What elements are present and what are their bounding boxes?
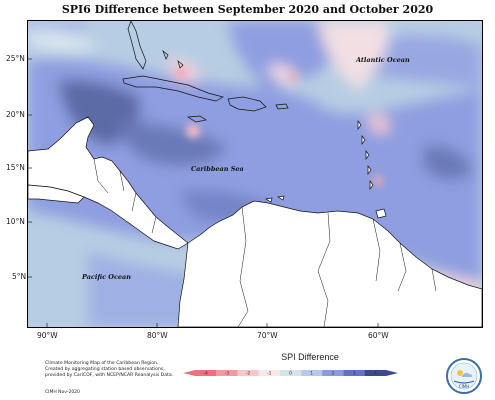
- legend-tick-label: -2: [246, 371, 251, 377]
- legend-title: SPI Difference: [281, 352, 339, 362]
- legend-arrow-left: [183, 370, 195, 376]
- caribbean-sea-label: Caribbean Sea: [191, 165, 244, 173]
- legend-tick-label: 4: [374, 371, 377, 377]
- legend-tick-label: -4: [203, 371, 208, 377]
- legend-swatch: [279, 370, 302, 376]
- color-legend: -4 -3 -2 -1 0 1 2 3 4: [183, 370, 398, 377]
- legend-swatch: [364, 370, 387, 376]
- map-title: SPI6 Difference between September 2020 a…: [61, 3, 434, 16]
- coastlines: [122, 21, 289, 123]
- legend-swatch: [195, 370, 217, 376]
- legend-swatch: [343, 370, 366, 376]
- graticule-ticks: [28, 58, 379, 327]
- map-panel[interactable]: Atlantic Ocean Caribbean Sea Pacific Oce…: [27, 20, 483, 328]
- legend-arrow-right: [386, 370, 398, 376]
- lat-label-25n: 25°N: [6, 54, 25, 63]
- logo-text: CIMH: [459, 384, 469, 389]
- lat-label-20n: 20°N: [6, 110, 25, 119]
- atlantic-ocean-label: Atlantic Ocean: [355, 56, 410, 64]
- legend-swatch: [237, 370, 259, 376]
- legend-tick-label: -3: [225, 371, 230, 377]
- credits-line-3: provided by CariCOF, with NCEP/NCAR Rean…: [45, 373, 174, 378]
- legend-tick-label: 0: [289, 371, 292, 377]
- legend-tick-label: -1: [267, 371, 272, 377]
- legend-tick-label: 2: [332, 371, 335, 377]
- legend-tick-label: 3: [353, 371, 356, 377]
- legend-swatch: [301, 370, 323, 376]
- legend-swatch: [258, 370, 281, 376]
- lon-label-90w: 90°W: [37, 331, 58, 340]
- lon-label-60w: 60°W: [368, 331, 389, 340]
- pacific-ocean-label: Pacific Ocean: [81, 273, 131, 281]
- credits-line-2: Created by aggregating station based obs…: [45, 367, 165, 372]
- credits-block: Climate Monitoring Map of the Caribbean …: [45, 361, 185, 379]
- spi-difference-map: Atlantic Ocean Caribbean Sea Pacific Oce…: [28, 21, 482, 327]
- lat-label-10n: 10°N: [6, 217, 25, 226]
- legend-swatch: [216, 370, 238, 376]
- lat-label-5n: 5°N: [12, 272, 27, 281]
- lat-label-15n: 15°N: [6, 163, 25, 172]
- mainland: [28, 116, 482, 327]
- credits-line-1: Climate Monitoring Map of the Caribbean …: [45, 361, 159, 366]
- lon-label-70w: 70°W: [257, 331, 278, 340]
- credits-date: CIMH Nov-2020: [45, 390, 80, 395]
- borders: [93, 158, 437, 327]
- legend-tick-label: 1: [310, 371, 313, 377]
- lon-label-80w: 80°W: [147, 331, 168, 340]
- legend-swatch: [322, 370, 344, 376]
- cimh-logo: CIMH: [446, 358, 482, 394]
